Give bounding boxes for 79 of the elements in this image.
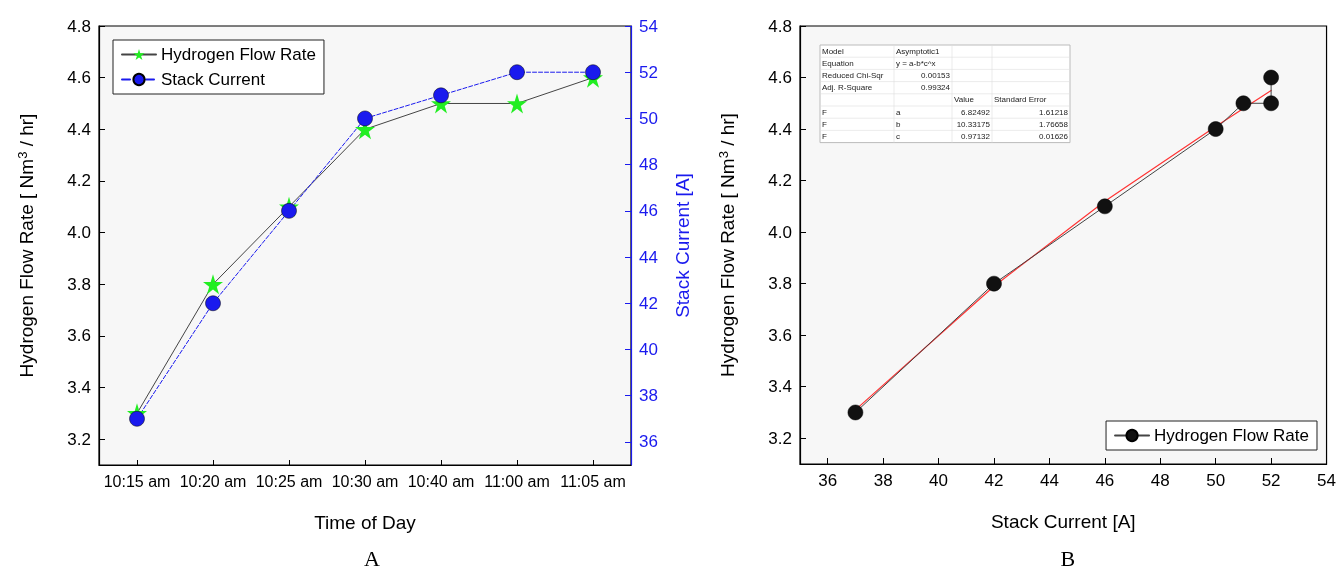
point [1263, 95, 1279, 112]
point [433, 87, 449, 104]
point [847, 404, 864, 421]
y-tick-label: 4.4 [768, 119, 792, 139]
legend-label: Hydrogen Flow Rate [1154, 426, 1310, 445]
point [357, 110, 373, 127]
y-tick-label: 4.4 [67, 119, 91, 139]
x-tick-label: 11:05 am [560, 472, 626, 490]
y-tick-label: 4.2 [67, 171, 91, 191]
x-tick-label: 10:25 am [255, 472, 323, 490]
y-tick-label: 4.8 [768, 16, 792, 36]
point [281, 203, 297, 219]
y-tick-label: 3.6 [768, 325, 792, 345]
y2-tick-label: 50 [639, 108, 658, 128]
y-tick-label: 3.6 [67, 326, 91, 346]
x-tick-label: 11:00 am [484, 472, 550, 490]
y-tick-label: 3.8 [768, 274, 792, 294]
text: F a 6.82492 1.61218 [822, 107, 1068, 117]
x-tick-label: 10:15 am [103, 472, 171, 490]
x-axis-title: Stack Current [A] [990, 511, 1136, 532]
x-tick-label: 54 [1317, 471, 1337, 490]
x-tick-label: 38 [873, 471, 893, 490]
y-tick-label: 3.8 [67, 274, 91, 294]
x-tick-label: 46 [1095, 471, 1115, 490]
y-axis-title: Hydrogen Flow Rate [ Nm3 / hr] [716, 113, 738, 377]
y-tick-label: 4.6 [768, 68, 792, 88]
point [507, 93, 527, 114]
point [585, 64, 601, 80]
y-tick-label: 3.4 [67, 378, 91, 398]
y-tick-label: 4.2 [768, 171, 792, 191]
y-tick-label: 4.8 [67, 16, 91, 36]
point [1207, 121, 1224, 137]
text: Reduced Chi-Sqr 0.00153 [822, 71, 950, 80]
y2-tick-label: 38 [639, 386, 658, 406]
text: F b 10.33175 1.76658 [822, 119, 1068, 129]
text: A [364, 545, 380, 571]
point [203, 274, 223, 295]
point [509, 64, 525, 80]
y-tick-label: 3.2 [67, 429, 91, 449]
y-tick-label: 4.0 [67, 223, 91, 243]
y2-tick-label: 48 [639, 155, 658, 175]
y-tick-label: 4.6 [67, 68, 91, 88]
x-tick-label: 40 [929, 471, 949, 490]
text: Adj. R-Square 0.99324 [822, 83, 950, 93]
y-tick-label: 3.4 [768, 377, 792, 397]
x-tick-label: 44 [1039, 471, 1059, 490]
point [986, 275, 1002, 292]
legend-label: Hydrogen Flow Rate [161, 45, 316, 64]
point [1263, 69, 1279, 86]
x-tick-label: 10:40 am [407, 472, 475, 490]
x-tick-label: 10:20 am [179, 472, 247, 490]
legend-label: Stack Current [161, 70, 266, 89]
y2-axis-title: Stack Current [A] [672, 173, 693, 318]
x-tick-label: 50 [1206, 471, 1226, 490]
y-tick-label: 4.0 [768, 222, 792, 242]
text: Model Asymptotic1 [822, 46, 940, 56]
x-tick-label: 52 [1261, 471, 1281, 490]
point [205, 295, 221, 312]
y-axis-title: Hydrogen Flow Rate [ Nm3 / hr] [15, 113, 37, 378]
point [1097, 198, 1113, 215]
y2-tick-label: 54 [639, 16, 658, 36]
point [1235, 95, 1252, 112]
x-tick-label: 10:30 am [331, 472, 399, 490]
y-tick-label: 3.2 [768, 428, 792, 448]
x-tick-label: 42 [984, 471, 1004, 490]
y2-tick-label: 42 [639, 293, 658, 313]
y2-tick-label: 44 [639, 247, 658, 267]
text: Value Standard Error [954, 95, 1047, 105]
y2-tick-label: 36 [639, 432, 658, 452]
point [129, 411, 145, 427]
text: F c 0.97132 0.01626 [822, 132, 1068, 141]
x-tick-label: 48 [1150, 471, 1170, 490]
y2-tick-label: 52 [639, 62, 658, 82]
y2-tick-label: 46 [639, 201, 658, 221]
y2-tick-label: 40 [639, 339, 658, 359]
x-tick-label: 36 [818, 471, 838, 490]
text: Equation y = a-b*c^x [822, 58, 936, 68]
text: B [1060, 545, 1076, 571]
x-axis-title: Time of Day [314, 512, 417, 533]
